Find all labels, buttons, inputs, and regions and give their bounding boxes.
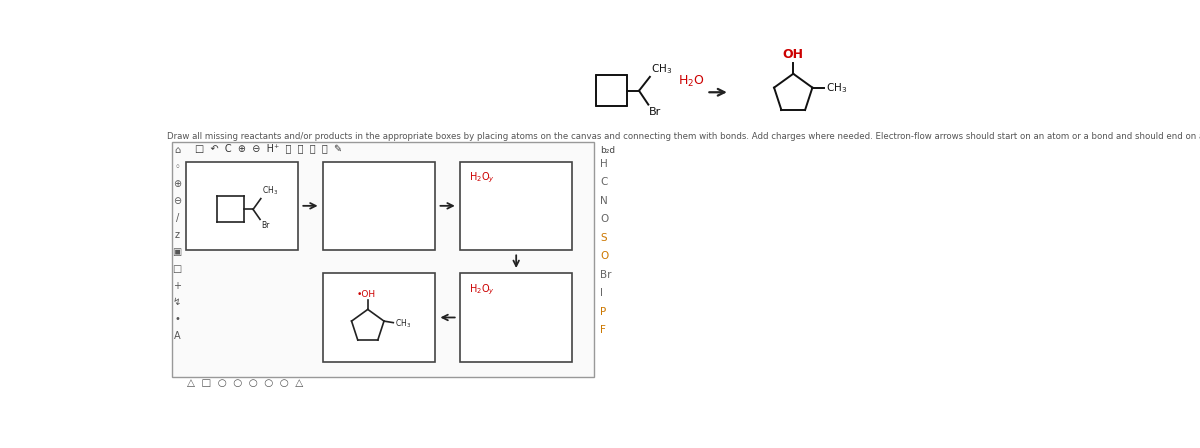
- Text: ↯: ↯: [173, 297, 181, 307]
- Text: CH$_3$: CH$_3$: [395, 317, 412, 330]
- Text: O: O: [600, 214, 608, 224]
- Text: S: S: [600, 233, 607, 243]
- Text: F: F: [600, 325, 606, 335]
- Bar: [460, 162, 572, 250]
- Text: ⊕: ⊕: [173, 179, 181, 189]
- Text: H$_2$O$_y$: H$_2$O$_y$: [469, 171, 496, 185]
- Text: □  ↶  C  ⊕  ⊖  H⁺  ⰾ  ⰾ  ⓘ  ❓  ✎: □ ↶ C ⊕ ⊖ H⁺ ⰾ ⰾ ⓘ ❓ ✎: [194, 143, 342, 154]
- Text: C: C: [600, 177, 607, 187]
- Text: O: O: [600, 251, 608, 261]
- Text: Br: Br: [649, 107, 661, 117]
- Text: b₂d: b₂d: [600, 146, 616, 155]
- Bar: [172, 142, 594, 377]
- Text: •OH: •OH: [356, 289, 376, 299]
- Text: ◦: ◦: [174, 162, 180, 172]
- Text: I: I: [600, 288, 604, 298]
- Text: CH$_3$: CH$_3$: [826, 82, 847, 95]
- Text: z: z: [175, 230, 180, 240]
- Text: Br: Br: [260, 221, 269, 230]
- Text: ⌂: ⌂: [174, 145, 180, 155]
- Text: ▣: ▣: [173, 247, 181, 257]
- Text: H$_2$O: H$_2$O: [678, 74, 704, 89]
- Bar: [460, 273, 572, 362]
- Text: OH: OH: [782, 47, 804, 60]
- Text: /: /: [175, 213, 179, 223]
- Text: P: P: [600, 307, 606, 317]
- Text: △  □  ○  ○  ○  ○  ○  △: △ □ ○ ○ ○ ○ ○ △: [187, 378, 304, 388]
- Text: Draw all missing reactants and/or products in the appropriate boxes by placing a: Draw all missing reactants and/or produc…: [167, 132, 1200, 141]
- Text: H: H: [600, 159, 608, 169]
- Text: N: N: [600, 196, 608, 206]
- Text: CH$_3$: CH$_3$: [262, 185, 277, 197]
- Bar: [323, 273, 436, 362]
- Text: ⊖: ⊖: [173, 196, 181, 206]
- Text: H$_2$O$_y$: H$_2$O$_y$: [469, 282, 496, 297]
- Bar: [186, 162, 298, 250]
- Text: Br: Br: [600, 270, 612, 280]
- Text: A: A: [174, 332, 180, 341]
- Text: +: +: [173, 280, 181, 291]
- Text: CH$_3$: CH$_3$: [652, 62, 673, 76]
- Text: •: •: [174, 314, 180, 324]
- Bar: [323, 162, 436, 250]
- Text: □: □: [173, 263, 181, 274]
